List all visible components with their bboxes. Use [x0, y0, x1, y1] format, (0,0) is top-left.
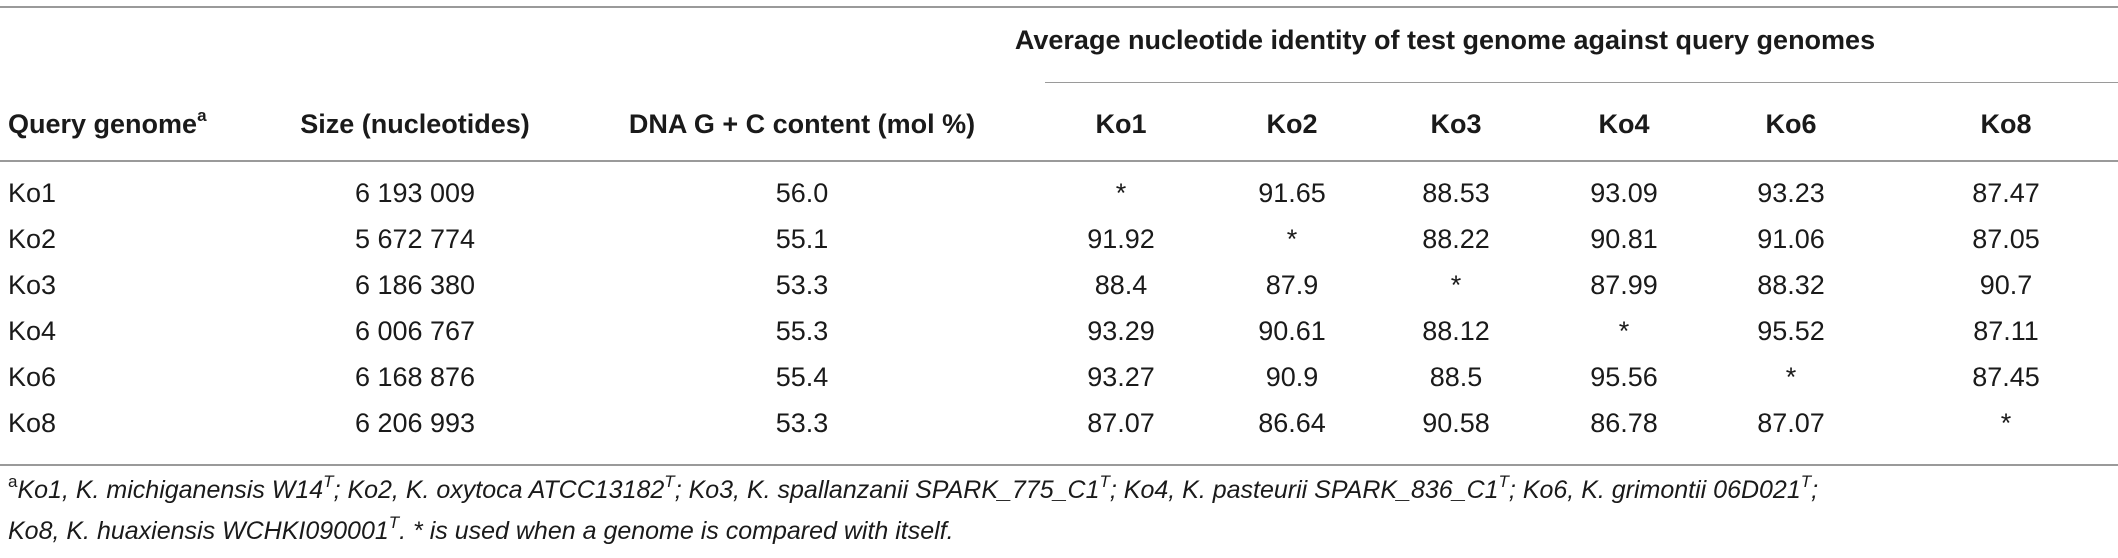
row-ani-ko1: 87.07: [1087, 408, 1155, 438]
row-gc: 56.0: [775, 178, 829, 208]
col-header-ko4: Ko4: [1598, 109, 1650, 139]
type-strain-mark: T: [664, 471, 675, 491]
type-strain-mark: T: [388, 512, 400, 532]
footnote-text: Ko8, K. huaxiensis WCHKI090001: [8, 517, 389, 545]
col-header-gc: DNA G + C content (mol %): [628, 109, 976, 139]
footnote-text: ; Ko6, K. grimontii 06D021: [1508, 476, 1801, 504]
row-ani-ko2: 90.9: [1265, 362, 1319, 392]
col-header-ko6: Ko6: [1765, 109, 1817, 139]
row-ani-ko1: 93.29: [1087, 316, 1155, 346]
row-genome: Ko4: [8, 316, 57, 346]
col-header-ko8: Ko8: [1980, 109, 2032, 139]
row-ani-ko8: 87.45: [1972, 362, 2040, 392]
row-genome: Ko6: [8, 362, 57, 392]
footnote-text: ; Ko4, K. pasteurii SPARK_836_C1: [1109, 476, 1499, 504]
header-rule: [0, 160, 2118, 162]
footnote-mark: a: [8, 471, 18, 491]
group-header: Average nucleotide identity of test geno…: [1014, 25, 1876, 55]
row-gc: 55.1: [775, 224, 829, 254]
row-size: 6 168 876: [354, 362, 476, 392]
row-ani-ko6: 88.32: [1757, 270, 1825, 300]
col-header-ko2: Ko2: [1266, 109, 1318, 139]
row-genome: Ko1: [8, 178, 57, 208]
row-ani-ko6: *: [1785, 362, 1797, 392]
row-gc: 53.3: [775, 270, 829, 300]
row-ani-ko2: 90.61: [1258, 316, 1326, 346]
row-ani-ko1: *: [1115, 178, 1127, 208]
type-strain-mark: T: [1800, 471, 1812, 491]
row-ani-ko4: *: [1618, 316, 1630, 346]
row-gc: 55.3: [775, 316, 829, 346]
row-genome: Ko3: [8, 270, 57, 300]
row-ani-ko8: 87.05: [1972, 224, 2040, 254]
row-size: 5 672 774: [354, 224, 476, 254]
row-ani-ko4: 95.56: [1590, 362, 1658, 392]
row-ani-ko2: 86.64: [1258, 408, 1326, 438]
row-ani-ko2: 91.65: [1258, 178, 1326, 208]
footnote-text: ; Ko2, K. oxytoca ATCC13182: [333, 476, 665, 504]
row-genome: Ko8: [8, 408, 57, 438]
row-ani-ko4: 86.78: [1590, 408, 1658, 438]
row-ani-ko6: 87.07: [1757, 408, 1825, 438]
type-strain-mark: T: [1099, 471, 1110, 491]
group-header-rule: [1045, 82, 2118, 83]
col-header-ko1: Ko1: [1095, 109, 1147, 139]
row-size: 6 206 993: [354, 408, 476, 438]
row-ani-ko6: 93.23: [1757, 178, 1825, 208]
footnote-text: . * is used when a genome is compared wi…: [399, 517, 954, 545]
row-ani-ko3: *: [1450, 270, 1462, 300]
row-genome: Ko2: [8, 224, 57, 254]
row-size: 6 193 009: [354, 178, 476, 208]
row-ani-ko8: 90.7: [1979, 270, 2033, 300]
footnote-text: Ko1, K. michiganensis W14: [17, 476, 324, 504]
row-ani-ko3: 90.58: [1422, 408, 1490, 438]
row-ani-ko2: 87.9: [1265, 270, 1319, 300]
col-header-ko3: Ko3: [1430, 109, 1482, 139]
row-ani-ko3: 88.53: [1422, 178, 1490, 208]
row-size: 6 006 767: [354, 316, 476, 346]
col-header-query: Query genomea: [8, 106, 207, 139]
footnote-text: ; Ko3, K. spallanzanii SPARK_775_C1: [674, 476, 1100, 504]
row-size: 6 186 380: [354, 270, 476, 300]
row-ani-ko2: *: [1286, 224, 1298, 254]
row-ani-ko4: 93.09: [1590, 178, 1658, 208]
row-ani-ko8: 87.11: [1973, 316, 2039, 346]
row-ani-ko8: 87.47: [1972, 178, 2040, 208]
row-ani-ko4: 90.81: [1590, 224, 1658, 254]
top-rule: [0, 6, 2118, 8]
type-strain-mark: T: [323, 471, 334, 491]
row-ani-ko3: 88.5: [1429, 362, 1483, 392]
type-strain-mark: T: [1498, 471, 1509, 491]
footnote-line-2: Ko8, K. huaxiensis WCHKI090001T. * is us…: [8, 512, 954, 547]
row-ani-ko6: 95.52: [1757, 316, 1825, 346]
row-ani-ko1: 91.92: [1087, 224, 1155, 254]
row-ani-ko1: 93.27: [1087, 362, 1155, 392]
row-ani-ko6: 91.06: [1757, 224, 1825, 254]
row-gc: 55.4: [775, 362, 829, 392]
bottom-rule: [0, 464, 2118, 466]
row-ani-ko4: 87.99: [1590, 270, 1658, 300]
footnote-line-1: aKo1, K. michiganensis W14T; Ko2, K. oxy…: [8, 471, 1819, 506]
col-header-size: Size (nucleotides): [300, 109, 530, 139]
row-gc: 53.3: [775, 408, 829, 438]
footnote-text: ;: [1811, 476, 1819, 504]
row-ani-ko3: 88.22: [1422, 224, 1490, 254]
row-ani-ko3: 88.12: [1422, 316, 1490, 346]
row-ani-ko8: *: [2000, 408, 2012, 438]
row-ani-ko1: 88.4: [1094, 270, 1148, 300]
